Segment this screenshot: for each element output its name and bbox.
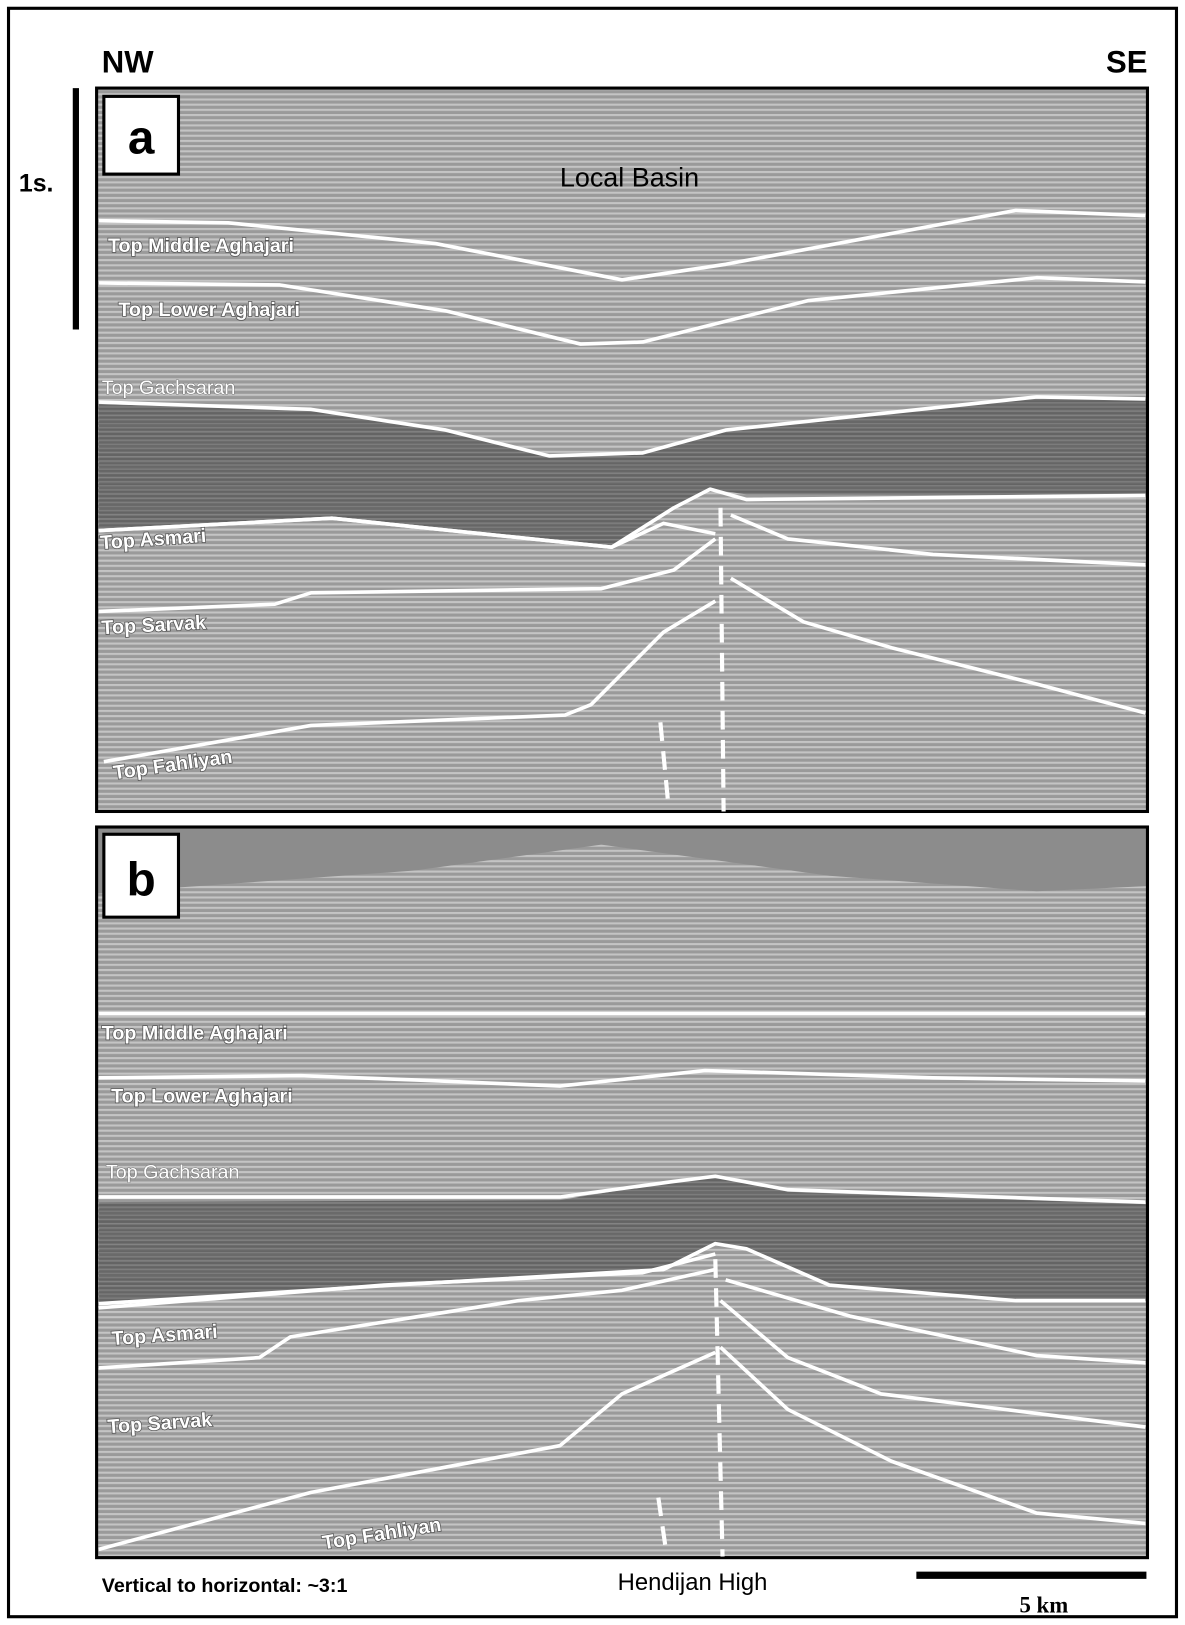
horizon-line [98, 537, 717, 614]
horizon-label: Top Middle Aghajari [108, 235, 294, 257]
panel-a-frame [95, 86, 1150, 814]
horizon-line [98, 1252, 716, 1310]
ratio-note: Vertical to horizontal: ~3:1 [102, 1575, 348, 1597]
panel-label-box [102, 94, 181, 176]
horizon-line [729, 576, 1146, 715]
horizon-line [98, 275, 1146, 346]
horizon-line [725, 1278, 1146, 1365]
direction-left: NW [102, 45, 154, 80]
horizon-label: Top Lower Aghajari [118, 299, 300, 321]
fault-line [718, 507, 726, 812]
layer [96, 827, 1148, 894]
horizon-label: Top Gachsaran [102, 377, 236, 399]
horizon-line [719, 1345, 1146, 1526]
horizon-label: Top Gachsaran [106, 1161, 240, 1183]
time-scale-label: 1s. [19, 170, 54, 198]
horizon-line [98, 1174, 1146, 1204]
location-label: Hendijan High [618, 1569, 768, 1596]
horizon-label: Top Middle Aghajari [102, 1022, 288, 1044]
horizon-line [730, 513, 1146, 567]
horizon-line [719, 1299, 1146, 1429]
panel-label: a [128, 111, 155, 164]
horizon-line [98, 1350, 717, 1552]
horizon-line [103, 599, 717, 764]
layer [98, 1176, 1148, 1304]
panel-b-frame [95, 825, 1150, 1560]
horizon-line [98, 395, 1146, 458]
fault-line [713, 1259, 725, 1557]
horizon-label: Top Sarvak [101, 612, 207, 639]
horizon-line [98, 1267, 716, 1370]
panel-a-section [96, 88, 1148, 812]
layer [98, 396, 1148, 548]
horizon-line [98, 1068, 1146, 1088]
panel-label-box [102, 832, 181, 919]
outer-frame [6, 6, 1179, 1619]
horizon-label: Top Lower Aghajari [111, 1086, 293, 1108]
direction-right: SE [1106, 45, 1147, 80]
panel-b-section [96, 827, 1148, 1558]
panel-label: b [127, 853, 156, 906]
horizon-line [98, 208, 1146, 282]
horizon-line [98, 516, 716, 550]
annotation: Local Basin [560, 163, 699, 193]
fault-line [658, 722, 671, 809]
fault-line [656, 1497, 669, 1555]
scale-label: 5 km [1019, 1593, 1068, 1618]
